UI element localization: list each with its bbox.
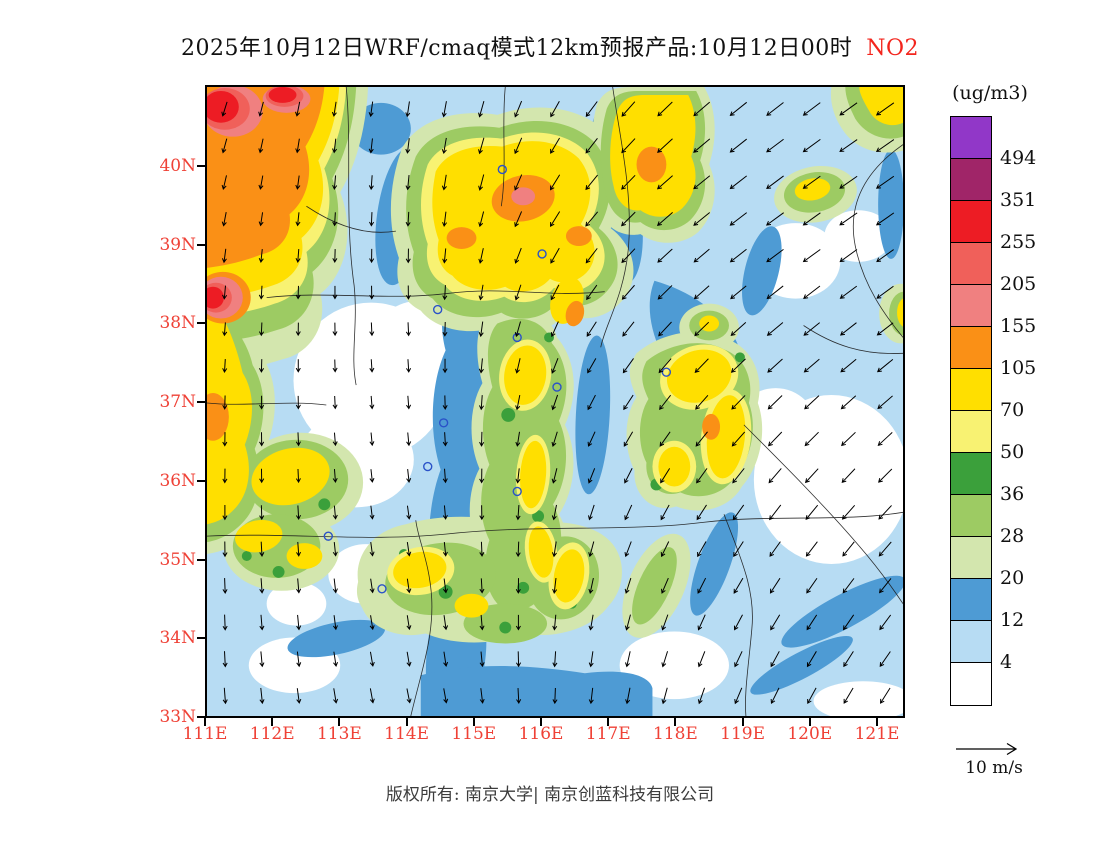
legend-label: 4 — [1000, 651, 1013, 673]
legend-cell — [951, 495, 991, 537]
lat-tick-label: 37N — [159, 392, 196, 413]
legend-cell — [951, 663, 991, 705]
lon-tick-label: 112E — [249, 724, 295, 744]
lon-tick-mark — [674, 718, 677, 726]
lon-tick-mark — [472, 718, 475, 726]
legend-cell — [951, 537, 991, 579]
lat-tick-mark — [197, 715, 205, 718]
lat-tick-label: 33N — [159, 706, 196, 727]
legend-cell — [951, 117, 991, 159]
legend-label-column: 494 351 255 205 155 105 70 50 36 28 20 12 4 — [1000, 116, 1060, 706]
page-title: 2025年10月12日WRF/cmaq模式12km预报产品:10月12日00时 N… — [0, 30, 1100, 62]
lat-tick-mark — [197, 479, 205, 482]
lat-tick-label: 40N — [159, 156, 196, 176]
lat-tick-mark — [197, 558, 205, 561]
lon-tick-label: 114E — [384, 724, 430, 744]
lon-tick-mark — [271, 718, 274, 726]
lat-tick-mark — [197, 322, 205, 325]
lon-tick-label: 111E — [182, 724, 228, 744]
legend-label: 105 — [1000, 357, 1037, 379]
legend-label: 155 — [1000, 315, 1037, 337]
lat-tick-mark — [197, 637, 205, 640]
legend-cell — [951, 369, 991, 411]
lat-tick-label: 35N — [159, 549, 196, 570]
lon-tick-mark — [876, 718, 878, 726]
copyright-footer: 版权所有: 南京大学| 南京创蓝科技有限公司 — [385, 785, 715, 805]
legend-label: 70 — [1000, 399, 1025, 421]
lat-tick-label: 39N — [159, 234, 196, 255]
lon-tick-mark — [338, 718, 341, 726]
lon-tick-label: 117E — [585, 724, 631, 744]
lat-tick-label: 38N — [159, 313, 196, 334]
lon-tick-label: 118E — [652, 724, 698, 744]
wind-vectors — [221, 100, 895, 705]
legend-colorbar — [950, 116, 992, 706]
legend-cell — [951, 411, 991, 453]
lat-tick-label: 36N — [159, 470, 196, 491]
wind-reference-label: 10 m/s — [965, 758, 1023, 778]
province-boundaries — [207, 87, 903, 716]
lon-tick-label: 121E — [854, 724, 900, 744]
lon-tick-label: 115E — [451, 724, 497, 744]
legend-label: 205 — [1000, 273, 1037, 295]
lon-tick-label: 119E — [720, 724, 766, 744]
legend-cell — [951, 453, 991, 495]
legend-label: 494 — [1000, 147, 1037, 169]
lon-tick-mark — [741, 718, 744, 726]
lon-tick-mark — [808, 718, 811, 726]
color-legend: 494 351 255 205 155 105 70 50 36 28 20 12 4 — [950, 116, 1036, 706]
contour-layer-red — [207, 87, 297, 309]
city-markers — [323, 164, 672, 594]
lon-tick-mark — [607, 718, 610, 726]
legend-cell — [951, 579, 991, 621]
legend-unit: (ug/m3) — [952, 82, 1028, 104]
wind-reference-arrow — [956, 742, 1018, 756]
legend-label: 50 — [1000, 441, 1025, 463]
title-species: NO2 — [866, 36, 920, 61]
forecast-map — [207, 87, 903, 716]
legend-cell — [951, 285, 991, 327]
legend-label: 28 — [1000, 525, 1025, 547]
legend-label: 20 — [1000, 567, 1025, 589]
legend-cell — [951, 201, 991, 243]
lat-tick-mark — [197, 401, 205, 404]
lon-tick-mark — [204, 718, 206, 726]
legend-cell — [951, 621, 991, 663]
lon-tick-label: 120E — [787, 724, 833, 744]
legend-label: 36 — [1000, 483, 1025, 505]
legend-label: 351 — [1000, 189, 1037, 211]
lon-tick-label: 113E — [316, 724, 362, 744]
legend-cell — [951, 159, 991, 201]
legend-cell — [951, 327, 991, 369]
legend-cell — [951, 243, 991, 285]
title-main: 2025年10月12日WRF/cmaq模式12km预报产品:10月12日00时 — [180, 36, 853, 61]
map-plot — [205, 85, 905, 718]
lon-tick-mark — [405, 718, 408, 726]
lat-tick-mark — [197, 165, 205, 167]
legend-label: 12 — [1000, 609, 1025, 631]
lon-tick-label: 116E — [518, 724, 564, 744]
lat-tick-label: 34N — [159, 628, 196, 649]
lon-tick-mark — [540, 718, 542, 726]
legend-label: 255 — [1000, 231, 1037, 253]
lat-tick-mark — [197, 243, 205, 246]
